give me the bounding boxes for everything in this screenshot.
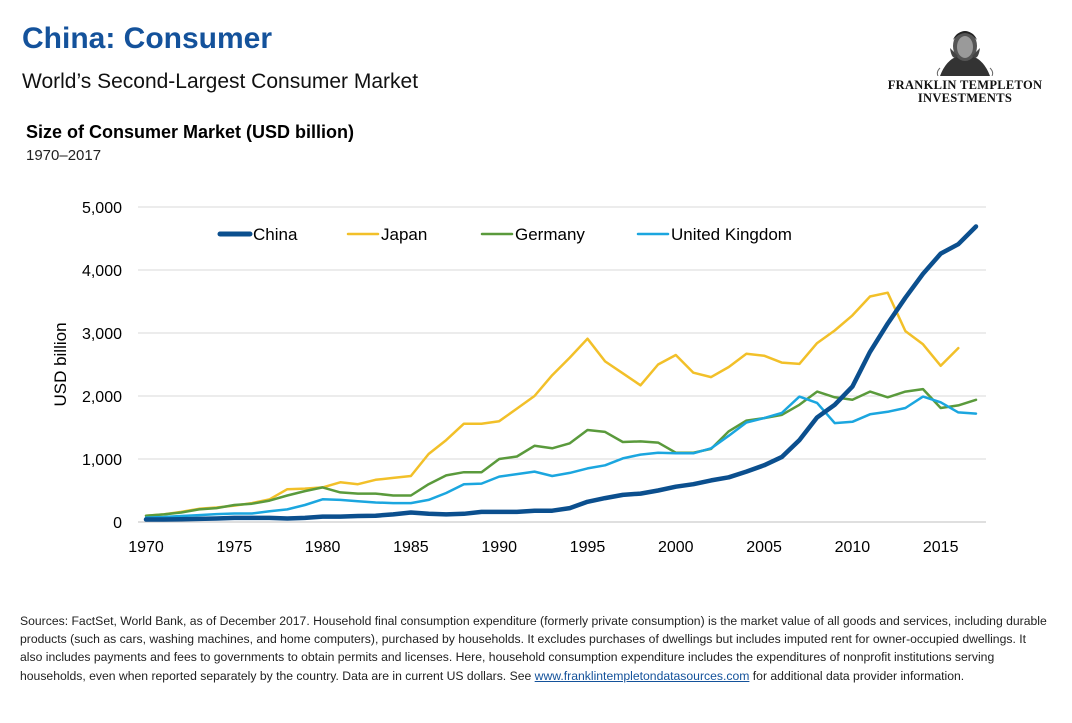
legend-item-united-kingdom: United Kingdom (636, 225, 792, 244)
chart-subtitle: 1970–2017 (26, 147, 102, 164)
x-tick-label: 1990 (481, 539, 517, 556)
y-tick-label: 1,000 (82, 452, 122, 469)
x-tick-label: 1970 (128, 539, 164, 556)
chart-title: Size of Consumer Market (USD billion) (26, 122, 355, 142)
legend-item-germany: Germany (480, 225, 585, 244)
benjamin-franklin-portrait-icon (936, 31, 994, 76)
legend-label: Japan (381, 225, 427, 244)
x-tick-label: 2015 (923, 539, 959, 556)
consumer-market-line-chart: 0 1,000 2,000 3,000 4,000 5,000 1970 1975 1980 19… (51, 200, 986, 556)
x-tick-label: 2000 (658, 539, 694, 556)
series-line-china (143, 224, 979, 522)
x-tick-label: 1995 (570, 539, 606, 556)
y-tick-label: 3,000 (82, 326, 122, 343)
page-subtitle: World’s Second-Largest Consumer Market (22, 70, 419, 93)
x-tick-label: 1975 (217, 539, 253, 556)
y-tick-label: 0 (113, 515, 122, 532)
data-sources-link[interactable]: www.franklintempletondatasources.com (534, 668, 750, 683)
y-tick-label: 2,000 (82, 389, 122, 406)
x-tick-label: 1985 (393, 539, 429, 556)
legend-label: China (253, 225, 298, 244)
x-tick-label: 2010 (835, 539, 871, 556)
footnote: Sources: FactSet, World Bank, as of Dece… (20, 612, 1050, 685)
franklin-templeton-logo: FRANKLIN TEMPLETON INVESTMENTS (880, 26, 1050, 106)
series-line-united-kingdom (144, 395, 978, 519)
legend-label: Germany (515, 225, 585, 244)
series-line-germany (144, 387, 978, 517)
legend-item-japan: Japan (346, 225, 427, 244)
logo-text-line1: FRANKLIN TEMPLETON (887, 78, 1043, 92)
legend-label: United Kingdom (671, 225, 792, 244)
y-tick-label: 4,000 (82, 263, 122, 280)
footnote-text-end: for additional data provider information… (749, 668, 965, 683)
x-tick-label: 2005 (746, 539, 782, 556)
logo-text-line2: INVESTMENTS (917, 91, 1013, 105)
legend-item-china: China (217, 225, 298, 244)
page-title: China: Consumer (22, 22, 273, 55)
y-tick-label: 5,000 (82, 200, 122, 217)
series-line-japan (144, 291, 960, 517)
footnote-text: Sources: FactSet, World Bank, as of Dece… (20, 614, 1047, 683)
x-tick-label: 1980 (305, 539, 341, 556)
y-axis-label: USD billion (51, 322, 70, 406)
